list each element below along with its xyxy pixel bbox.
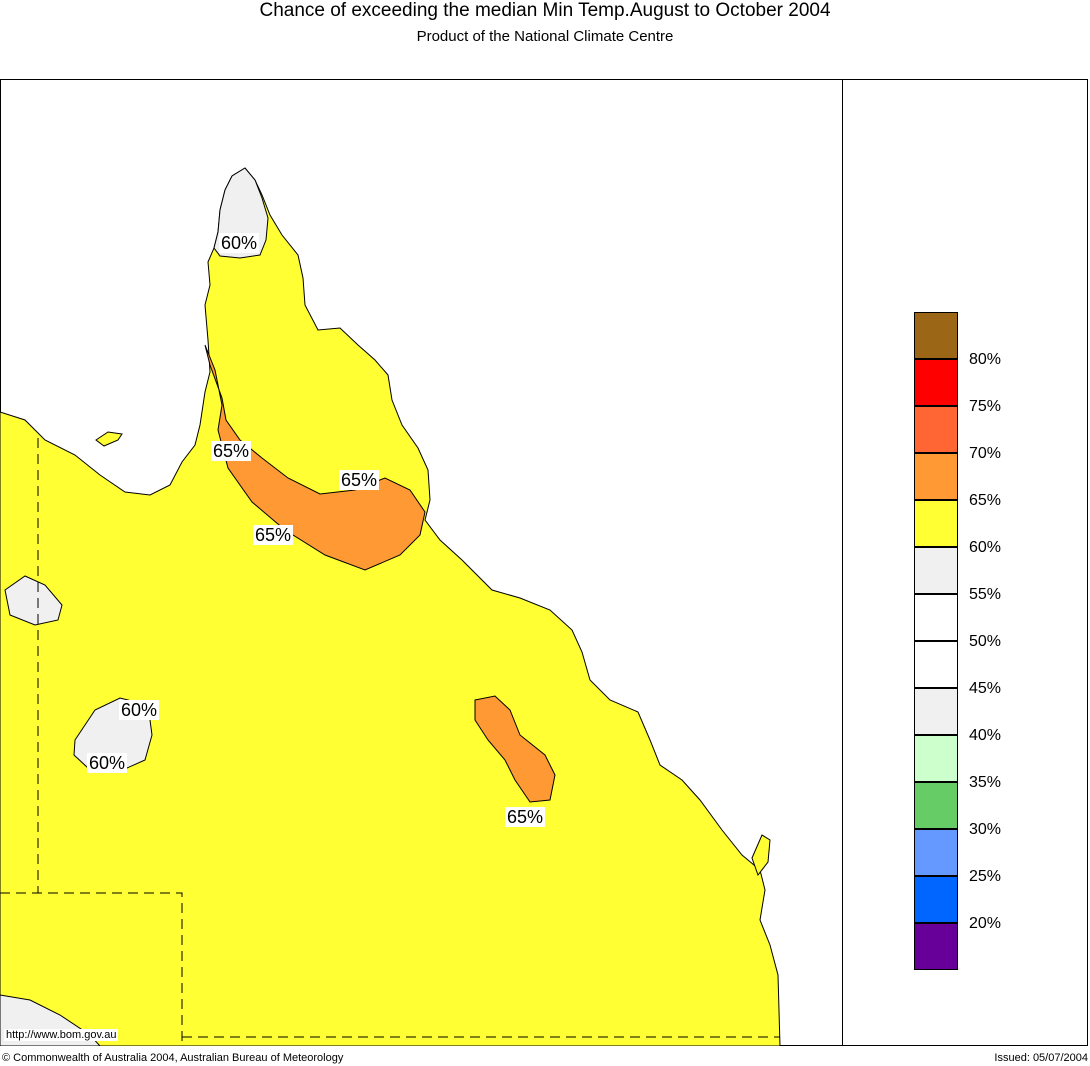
region-55-60 <box>4 575 63 626</box>
legend-swatch <box>914 359 958 406</box>
legend-swatch <box>914 782 958 829</box>
contour-label: 60% <box>219 233 260 253</box>
legend-label: 30% <box>969 821 1002 838</box>
issued-date: Issued: 05/07/2004 <box>994 1052 1088 1064</box>
legend-divider <box>842 79 843 1046</box>
legend-label: 75% <box>969 398 1002 415</box>
legend-label: 80% <box>969 351 1002 368</box>
legend: 80% 75% 70% 65% 60% 55% 50% 45% 40% 35% … <box>914 312 1054 972</box>
island <box>95 431 123 447</box>
legend-label: 45% <box>969 680 1002 697</box>
legend-swatch <box>914 641 958 688</box>
legend-label: 65% <box>969 492 1002 509</box>
legend-swatch <box>914 735 958 782</box>
land-area <box>0 167 781 1046</box>
contour-label: 60% <box>87 753 128 773</box>
legend-swatch <box>914 406 958 453</box>
legend-swatch <box>914 453 958 500</box>
legend-label: 60% <box>969 539 1002 556</box>
legend-swatch <box>914 594 958 641</box>
legend-label: 25% <box>969 868 1002 885</box>
contour-label: 65% <box>253 525 294 545</box>
island <box>751 834 771 877</box>
map-canvas <box>0 167 781 1046</box>
region-65-70 <box>474 695 556 803</box>
legend-label: 55% <box>969 586 1002 603</box>
legend-label: 40% <box>969 727 1002 744</box>
legend-swatch <box>914 500 958 547</box>
legend-label: 20% <box>969 915 1002 932</box>
legend-label: 35% <box>969 774 1002 791</box>
contour-label: 65% <box>505 807 546 827</box>
source-url: http://www.bom.gov.au <box>4 1029 119 1041</box>
legend-swatch <box>914 829 958 876</box>
contour-label: 60% <box>119 700 160 720</box>
state-border <box>0 438 780 1046</box>
map-subtitle: Product of the National Climate Centre <box>416 28 674 45</box>
copyright-notice: © Commonwealth of Australia 2004, Austra… <box>2 1052 344 1064</box>
legend-swatch <box>914 923 958 970</box>
legend-label: 70% <box>969 445 1002 462</box>
legend-label: 50% <box>969 633 1002 650</box>
legend-swatch <box>914 688 958 735</box>
legend-swatch <box>914 876 958 923</box>
legend-swatch <box>914 547 958 594</box>
contour-label: 65% <box>211 441 252 461</box>
contour-label: 65% <box>339 470 380 490</box>
map-title: Chance of exceeding the median Min Temp.… <box>259 0 831 21</box>
legend-swatch <box>914 312 958 359</box>
